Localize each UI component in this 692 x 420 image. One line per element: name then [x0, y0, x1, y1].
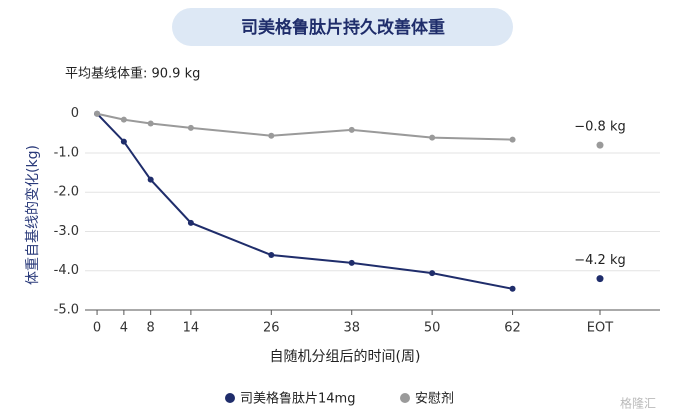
x-tick-label: 38 — [343, 321, 360, 336]
legend-marker — [400, 393, 410, 403]
data-point — [268, 132, 275, 139]
data-point — [348, 259, 355, 266]
series-line — [96, 112, 513, 141]
data-point — [509, 136, 516, 143]
data-point — [509, 285, 516, 292]
legend-label: 安慰剂 — [415, 392, 454, 407]
eot-label: −4.2 kg — [574, 253, 625, 268]
x-tick-label: 4 — [120, 321, 128, 336]
x-axis-title: 自随机分组后的时间(周) — [270, 349, 421, 365]
data-point — [348, 126, 355, 133]
data-point — [268, 252, 275, 259]
y-tick-label: -3.0 — [54, 224, 79, 239]
data-point — [429, 270, 436, 277]
y-tick-label: -1.0 — [54, 145, 79, 160]
legend-label: 司美格鲁肽片14mg — [240, 391, 355, 407]
data-point — [187, 124, 194, 131]
chart-title: 司美格鲁肽片持久改善体重 — [241, 17, 445, 38]
data-point — [147, 120, 154, 127]
series-line — [96, 113, 513, 290]
x-tick-label: EOT — [587, 321, 613, 336]
y-tick-label: -5.0 — [54, 303, 79, 318]
x-tick-label: 50 — [424, 321, 441, 336]
x-tick-label: 8 — [147, 321, 155, 336]
x-tick-label: 62 — [504, 321, 521, 336]
subtitle: 平均基线体重: 90.9 kg — [65, 66, 200, 82]
eot-point — [596, 141, 604, 149]
y-tick-label: 0 — [71, 106, 79, 121]
eot-label: −0.8 kg — [574, 120, 625, 135]
y-tick-label: -4.0 — [54, 263, 79, 278]
legend-marker — [225, 393, 235, 403]
x-tick-label: 0 — [93, 321, 101, 336]
data-point — [120, 138, 127, 145]
data-point — [147, 176, 154, 183]
x-tick-label: 26 — [263, 321, 280, 336]
watermark: 格隆汇 — [620, 396, 656, 411]
data-point — [187, 219, 194, 226]
data-point — [94, 110, 101, 117]
y-axis-title: 体重自基线的变化(kg) — [24, 145, 41, 285]
eot-point — [596, 275, 604, 283]
y-tick-label: -2.0 — [54, 185, 79, 200]
title-pill — [172, 8, 513, 46]
data-point — [120, 116, 127, 123]
x-tick-label: 14 — [183, 321, 200, 336]
data-point — [429, 134, 436, 141]
